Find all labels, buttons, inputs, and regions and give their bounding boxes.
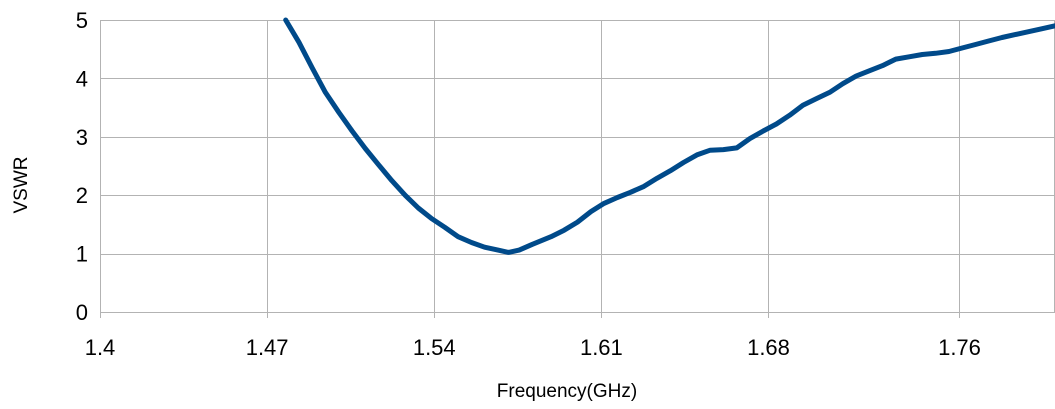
- y-tick-label-3: 3: [76, 125, 88, 150]
- y-tick-label-2: 2: [76, 183, 88, 208]
- grid-lines: [100, 20, 1055, 318]
- vswr-series-line: [283, 17, 1055, 255]
- x-tick-label-3: 1.61: [580, 335, 623, 360]
- y-tick-label-1: 1: [76, 242, 88, 267]
- y-axis-title: VSWR: [11, 157, 32, 214]
- y-tick-label-4: 4: [76, 66, 88, 91]
- x-tick-label-2: 1.54: [413, 335, 456, 360]
- x-tick-labels: 1.4 1.47 1.54 1.61 1.68 1.76: [85, 335, 981, 360]
- x-tick-label-4: 1.68: [747, 335, 790, 360]
- x-axis-title: Frequency(GHz): [497, 381, 637, 402]
- y-tick-label-0: 0: [76, 300, 88, 325]
- y-tick-label-5: 5: [76, 8, 88, 33]
- x-tick-label-0: 1.4: [85, 335, 116, 360]
- x-tick-label-1: 1.47: [246, 335, 289, 360]
- y-tick-labels: 0 1 2 3 4 5: [76, 8, 88, 325]
- x-tick-label-5: 1.76: [938, 335, 981, 360]
